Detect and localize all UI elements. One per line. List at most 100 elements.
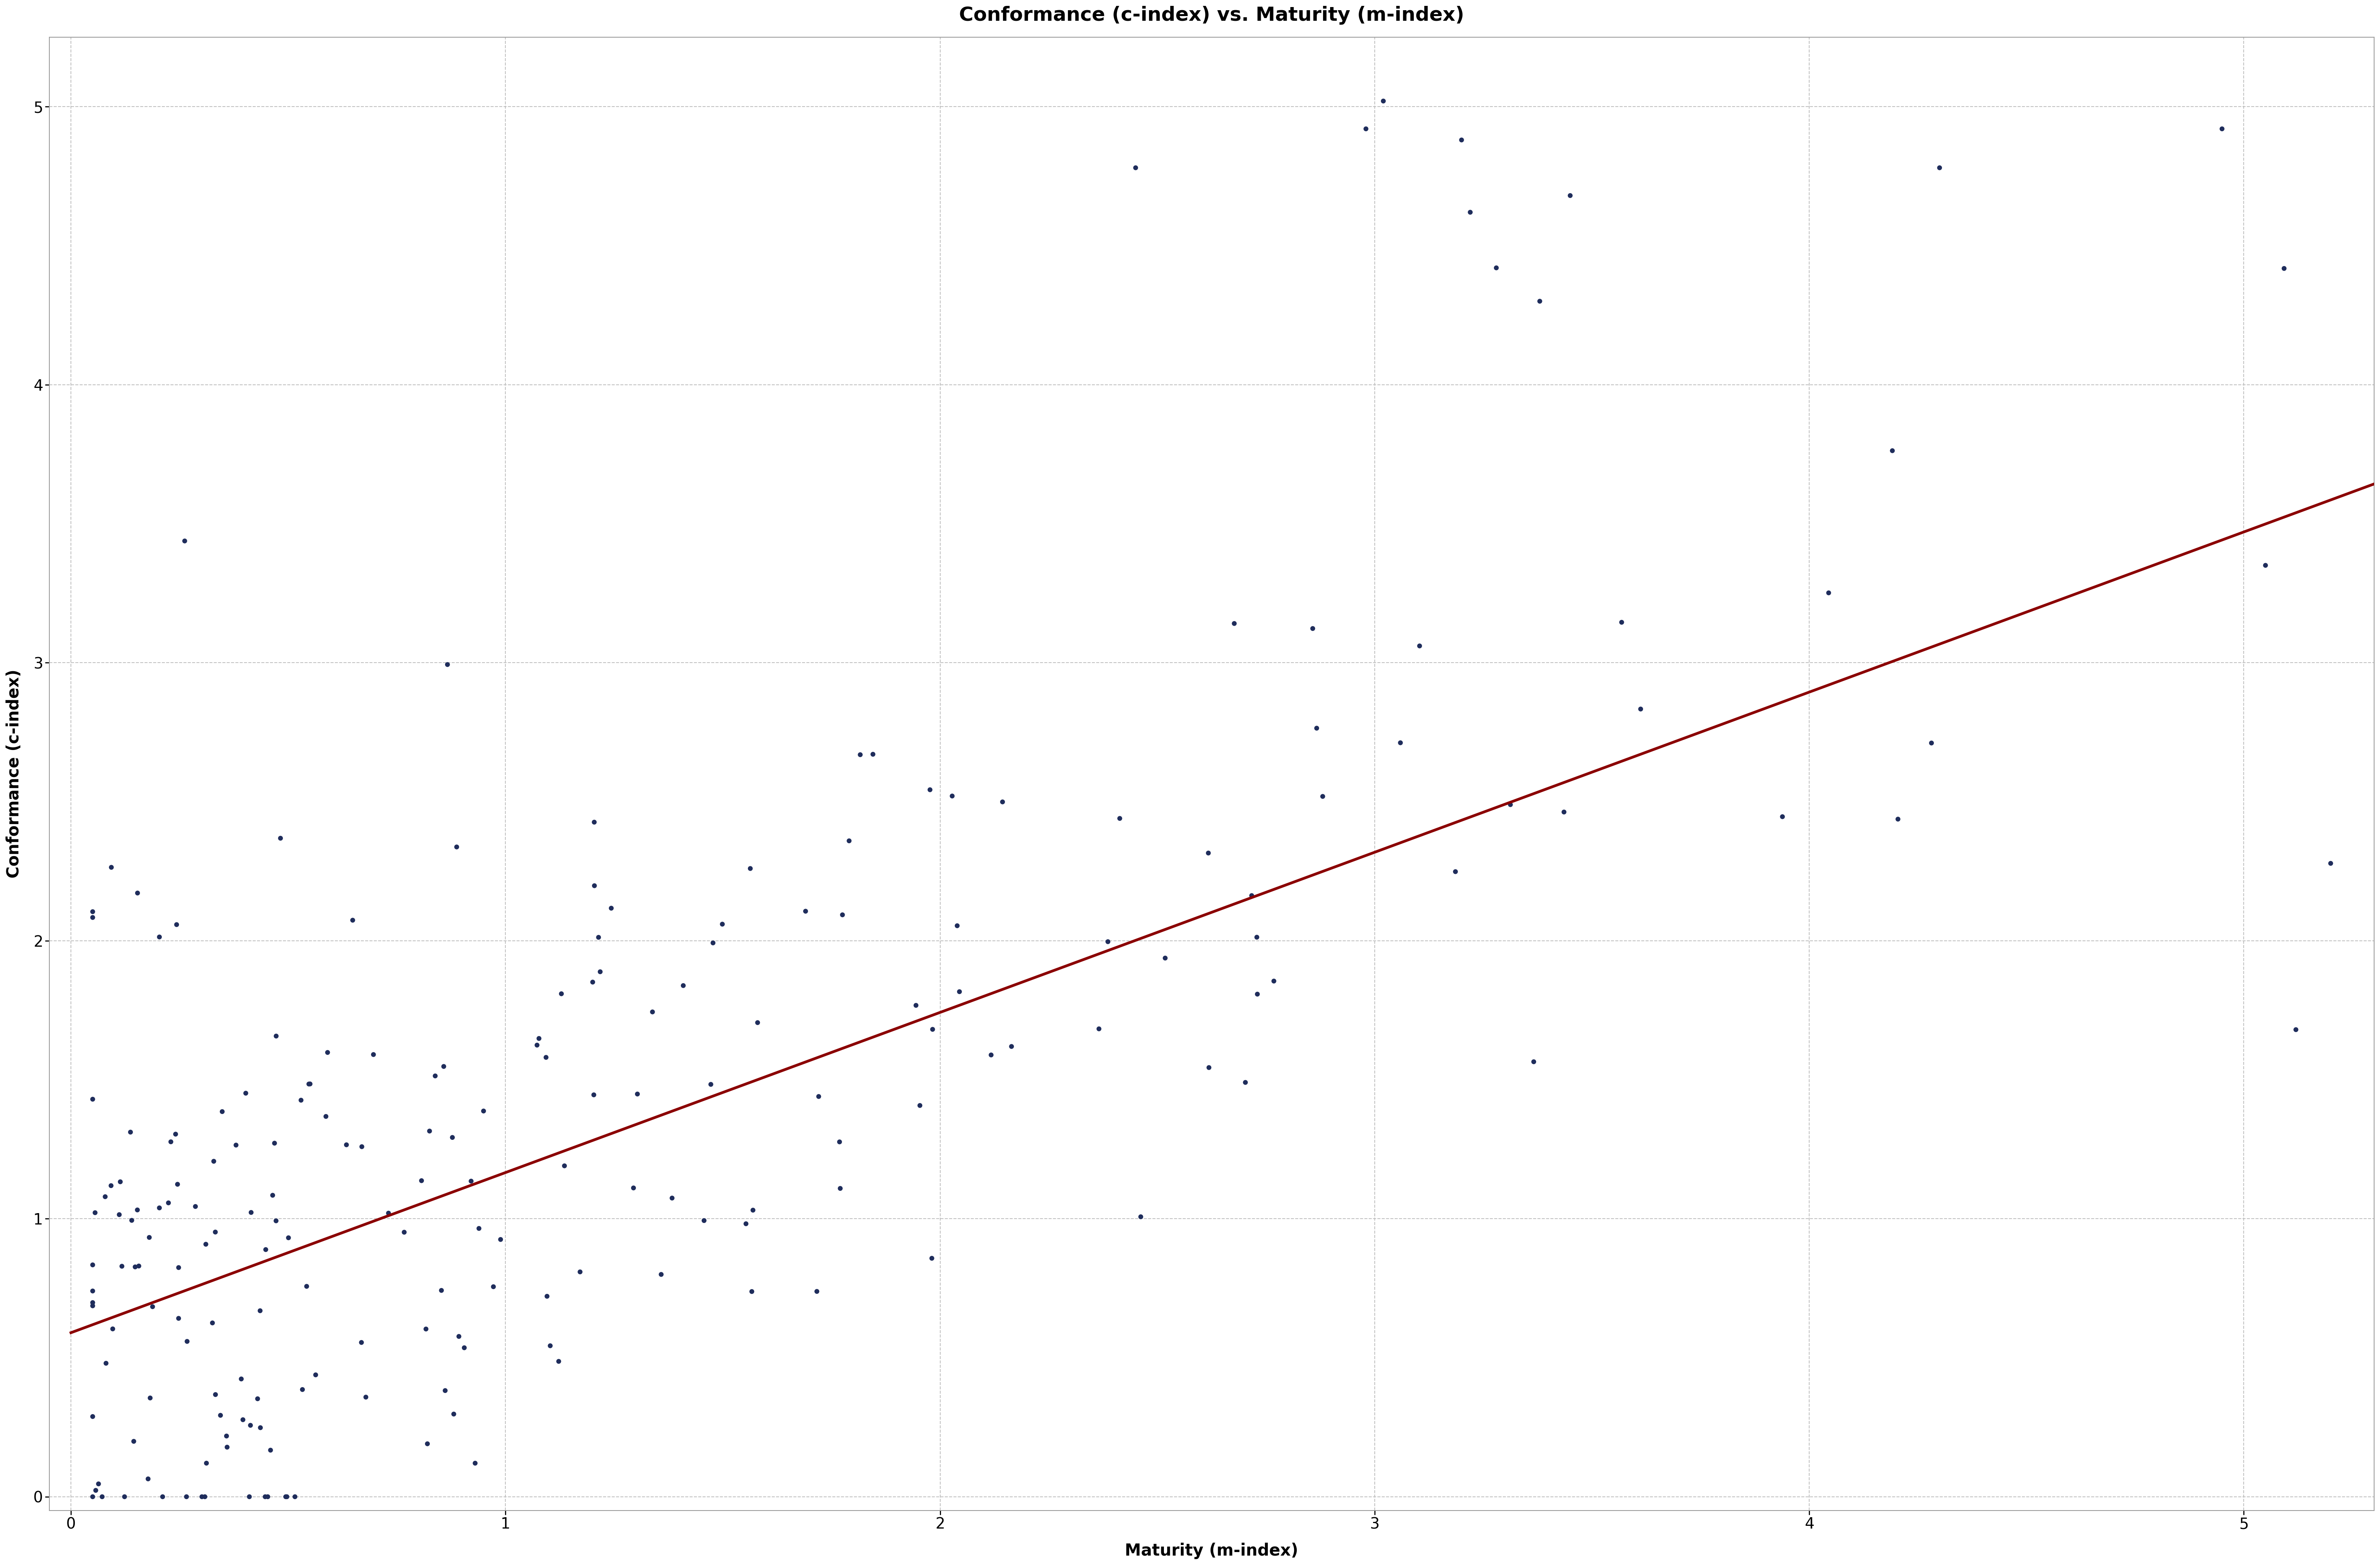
Point	[176, 1194, 214, 1219]
Point	[290, 1072, 328, 1097]
Point	[74, 900, 112, 925]
Point	[821, 1175, 859, 1200]
Point	[281, 1088, 319, 1113]
Point	[198, 1382, 236, 1407]
Point	[105, 1484, 143, 1509]
Point	[133, 1294, 171, 1319]
Point	[355, 1042, 393, 1067]
Point	[240, 1415, 278, 1440]
Point	[262, 826, 300, 851]
Point	[248, 1484, 286, 1509]
Point	[576, 873, 614, 898]
Point	[1304, 784, 1342, 809]
Point	[226, 1081, 264, 1106]
Point	[183, 1484, 221, 1509]
Point	[157, 912, 195, 937]
Point	[2311, 851, 2349, 876]
Point	[1452, 200, 1490, 225]
Point	[840, 742, 878, 767]
Point	[333, 908, 371, 933]
Point	[74, 1279, 112, 1304]
Point	[131, 1225, 169, 1250]
Point	[685, 1208, 724, 1233]
Point	[2247, 552, 2285, 577]
Point	[452, 1169, 490, 1194]
Point	[933, 784, 971, 809]
Point	[1090, 930, 1128, 955]
Point	[664, 973, 702, 998]
Point	[1147, 945, 1185, 970]
Point	[152, 1130, 190, 1155]
Point	[207, 1435, 245, 1460]
Point	[159, 1305, 198, 1330]
Point	[693, 1072, 731, 1097]
Point	[76, 1200, 114, 1225]
Point	[457, 1451, 495, 1476]
Title: Conformance (c-index) vs. Maturity (m-index): Conformance (c-index) vs. Maturity (m-in…	[959, 6, 1464, 25]
Point	[217, 1133, 255, 1158]
Point	[269, 1484, 307, 1509]
Point	[74, 1484, 112, 1509]
Point	[307, 1103, 345, 1128]
Point	[938, 914, 976, 939]
Point	[93, 854, 131, 880]
Point	[409, 1432, 447, 1457]
Point	[150, 1191, 188, 1216]
Point	[224, 1407, 262, 1432]
Point	[643, 1261, 681, 1286]
Point	[1602, 610, 1640, 635]
Point	[231, 1413, 269, 1438]
Point	[574, 970, 612, 995]
Point	[445, 1335, 483, 1360]
Point	[238, 1387, 276, 1412]
Point	[416, 1063, 455, 1088]
Point	[186, 1484, 224, 1509]
Point	[195, 1149, 233, 1174]
Point	[902, 1092, 940, 1117]
Point	[481, 1227, 519, 1252]
Point	[102, 1169, 140, 1194]
Point	[854, 742, 892, 767]
Point	[402, 1167, 440, 1193]
Point	[545, 1153, 583, 1178]
Point	[424, 1053, 462, 1078]
Point	[74, 1086, 112, 1111]
Point	[288, 1274, 326, 1299]
Point	[436, 1402, 474, 1427]
Point	[1764, 804, 1802, 829]
Point	[912, 778, 950, 803]
Point	[540, 1349, 578, 1374]
Point	[1399, 634, 1438, 659]
Point	[257, 1024, 295, 1049]
Point	[79, 1471, 117, 1496]
Point	[971, 1042, 1009, 1067]
Point	[257, 1208, 295, 1233]
Point	[221, 1366, 259, 1391]
Point	[704, 912, 743, 937]
Point	[129, 1466, 167, 1491]
Point	[576, 809, 614, 834]
Point	[255, 1130, 293, 1155]
Point	[159, 1255, 198, 1280]
Point	[1552, 183, 1590, 208]
Point	[309, 1039, 347, 1064]
Point	[581, 959, 619, 984]
Point	[1121, 1203, 1159, 1229]
Point	[140, 1196, 178, 1221]
Point	[298, 1363, 336, 1388]
Point	[343, 1135, 381, 1160]
Point	[831, 828, 869, 853]
Point	[119, 1197, 157, 1222]
Point	[940, 980, 978, 1005]
Point	[578, 925, 616, 950]
Point	[343, 1330, 381, 1355]
Point	[738, 1009, 776, 1034]
Point	[2204, 116, 2242, 141]
Point	[407, 1316, 445, 1341]
Point	[74, 905, 112, 930]
Point	[526, 1045, 564, 1070]
Point	[800, 1085, 838, 1110]
Point	[255, 1183, 293, 1208]
Point	[726, 1211, 764, 1236]
Point	[119, 881, 157, 906]
